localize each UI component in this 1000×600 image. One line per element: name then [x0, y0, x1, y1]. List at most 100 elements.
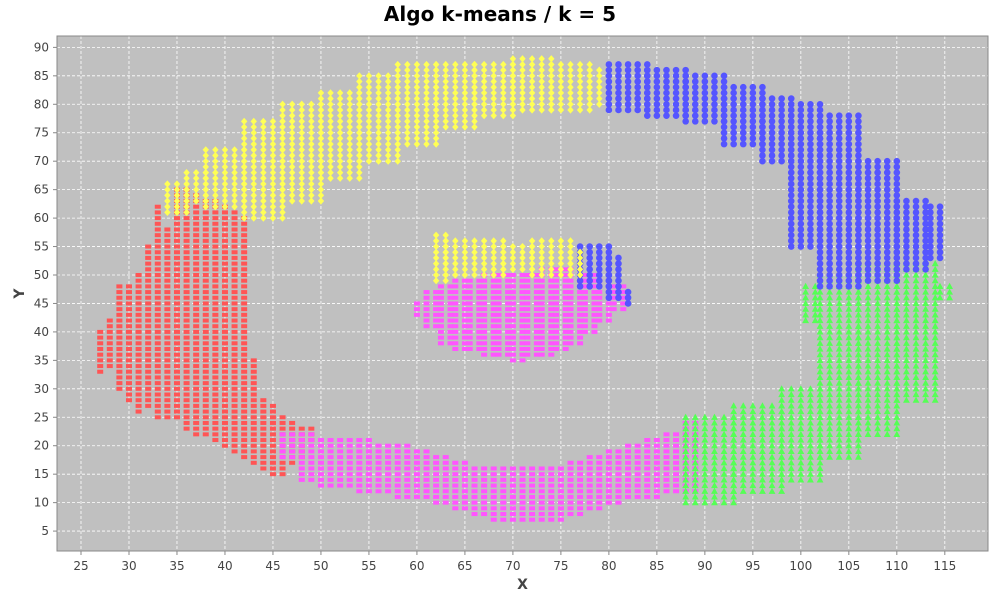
data-point [874, 260, 881, 267]
data-point [720, 464, 728, 472]
data-point [845, 180, 853, 188]
data-point [538, 329, 545, 334]
data-point [807, 442, 814, 449]
data-point [183, 312, 190, 317]
data-point [336, 123, 344, 131]
data-point [903, 390, 910, 398]
data-point [701, 72, 709, 80]
data-point [845, 135, 853, 142]
data-point [759, 413, 766, 420]
data-point [864, 254, 872, 262]
data-point [528, 237, 536, 245]
data-point [883, 288, 891, 295]
data-point [807, 100, 814, 108]
data-point [375, 106, 382, 114]
data-point [336, 134, 344, 143]
data-point [250, 398, 257, 403]
data-point [826, 248, 833, 256]
data-point [855, 390, 862, 398]
data-point [739, 413, 747, 420]
data-point [874, 186, 881, 193]
data-point [183, 180, 190, 188]
data-point [221, 174, 229, 182]
x-tick-label: 60 [409, 559, 424, 573]
data-point [912, 385, 920, 392]
data-point [835, 339, 843, 346]
data-point [893, 334, 901, 341]
data-point [490, 66, 497, 74]
data-point [183, 375, 190, 380]
data-point [807, 470, 814, 477]
data-point [461, 301, 468, 306]
data-point [663, 449, 670, 454]
data-point [212, 233, 219, 238]
data-point [193, 386, 200, 391]
data-point [336, 89, 344, 97]
data-point [173, 244, 180, 249]
data-point [308, 146, 315, 154]
data-point [538, 237, 545, 245]
data-point [250, 214, 257, 222]
data-point [279, 449, 286, 454]
data-point [336, 163, 344, 171]
data-point [653, 106, 661, 114]
data-point [116, 324, 123, 329]
data-point [787, 402, 795, 409]
data-point [250, 191, 257, 199]
data-point [221, 250, 228, 255]
data-point [269, 466, 276, 471]
data-point [375, 134, 382, 143]
data-point [173, 381, 180, 386]
data-point [730, 447, 738, 455]
data-point [893, 385, 901, 392]
data-point [720, 493, 728, 500]
data-point [145, 318, 152, 323]
data-point [864, 379, 872, 386]
data-point [577, 301, 584, 306]
data-point [826, 186, 833, 193]
data-point [701, 499, 709, 506]
data-point [423, 66, 430, 74]
data-point [269, 157, 277, 165]
data-point [845, 442, 853, 449]
data-point [202, 295, 209, 300]
data-point [816, 436, 824, 443]
data-point [528, 242, 536, 251]
data-point [615, 61, 622, 68]
data-point [759, 442, 766, 449]
data-point [739, 470, 747, 477]
data-point [759, 436, 766, 443]
data-point [365, 438, 372, 443]
data-point [835, 345, 843, 352]
data-point [437, 324, 444, 329]
data-point [538, 472, 545, 477]
data-point [116, 386, 123, 391]
data-point [577, 318, 584, 323]
data-point [241, 443, 248, 448]
data-point [125, 290, 132, 295]
data-point [797, 243, 805, 250]
data-point [308, 197, 315, 205]
data-point [855, 118, 862, 125]
data-point [154, 392, 161, 397]
data-point [845, 322, 853, 329]
data-point [490, 483, 497, 488]
data-point [125, 312, 132, 317]
data-point [337, 460, 344, 465]
data-point [553, 273, 560, 278]
data-point [615, 271, 622, 279]
data-point [212, 375, 219, 380]
data-point [807, 209, 814, 216]
data-point [720, 118, 728, 125]
data-point [855, 237, 862, 245]
data-point [912, 328, 920, 335]
data-point [375, 129, 382, 137]
data-point [164, 409, 171, 414]
data-point [212, 191, 219, 199]
data-point [135, 295, 142, 300]
data-point [807, 140, 814, 148]
data-point [533, 341, 540, 346]
data-point [538, 512, 545, 517]
data-point [202, 146, 209, 154]
data-point [855, 362, 862, 369]
